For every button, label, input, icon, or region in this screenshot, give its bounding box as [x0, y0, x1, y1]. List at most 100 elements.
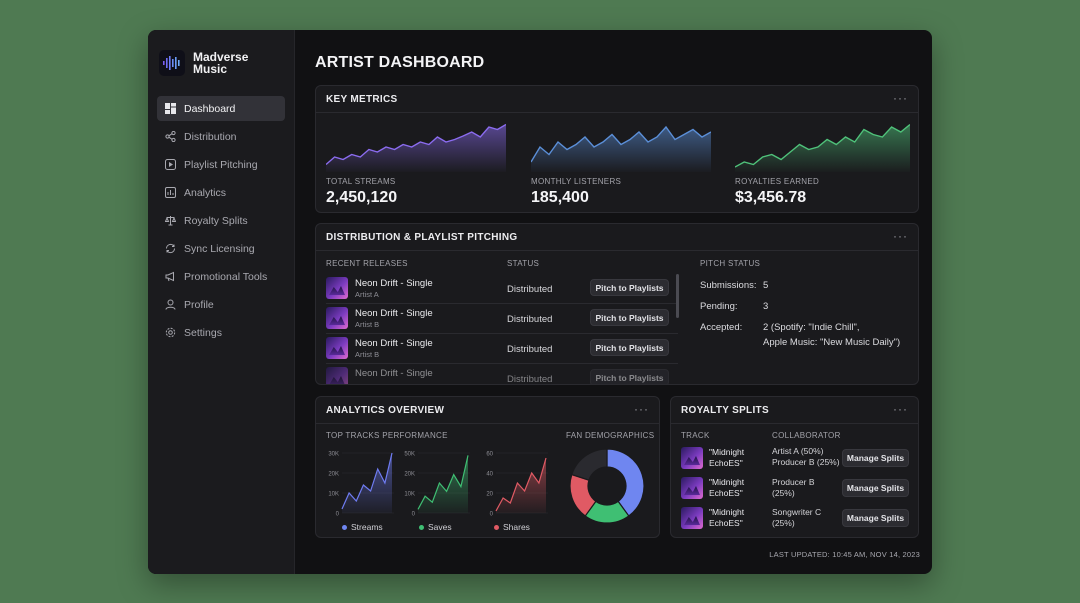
sidebar: Madverse Music Dashboard Distribution Pl… [148, 30, 295, 574]
sparkline-area [531, 127, 711, 172]
metric-value: $3,456.78 [735, 189, 807, 206]
legend-shares: Shares [494, 522, 530, 532]
donut-slice [571, 448, 608, 481]
sidebar-item-label: Sync Licensing [184, 242, 255, 255]
legend-label: Shares [503, 522, 530, 532]
y-tick-label: 60 [486, 452, 493, 458]
manage-splits-button[interactable]: Manage Splits [842, 449, 909, 467]
pitch-status-title: PITCH STATUS [700, 259, 761, 268]
album-art [326, 307, 348, 329]
release-row: Neon Drift - Single Distributed Pitch to… [326, 364, 678, 385]
pitch-to-playlists-button[interactable]: Pitch to Playlists [590, 339, 669, 356]
scale-icon [165, 215, 176, 226]
scrollbar[interactable] [676, 274, 679, 318]
track-name: "Midnight EchoES" [709, 507, 744, 529]
brand[interactable]: Madverse Music [157, 50, 285, 76]
sparkline-area [735, 124, 910, 172]
last-updated: LAST UPDATED: 10:45 AM, NOV 14, 2023 [769, 550, 920, 559]
sparkline-line [735, 123, 910, 168]
track-line: EchoES" [709, 518, 743, 528]
y-tick-label: 10K [328, 492, 339, 498]
series-area [418, 455, 468, 513]
listeners-sparkline [531, 125, 711, 172]
track-line: EchoES" [709, 458, 743, 468]
release-row: Neon Drift - Single Artist A Distributed… [326, 274, 678, 304]
accepted-value: Apple Music: "New Music Daily") [763, 337, 901, 348]
donut-slice [606, 448, 645, 517]
divider [316, 423, 659, 424]
card-title: ROYALTY SPLITS [681, 405, 769, 416]
release-name: Neon Drift - Single [355, 368, 433, 379]
sidebar-item-label: Playlist Pitching [184, 158, 258, 171]
sidebar-item-label: Dashboard [184, 102, 236, 115]
release-status: Distributed [507, 374, 553, 385]
sidebar-item-dashboard[interactable]: Dashboard [157, 96, 285, 121]
sidebar-item-playlist-pitching[interactable]: Playlist Pitching [157, 152, 285, 177]
album-art [681, 507, 703, 529]
collab-line: (25%) [772, 488, 795, 498]
sidebar-item-sync-licensing[interactable]: Sync Licensing [157, 236, 285, 261]
logo-icon [159, 50, 185, 76]
track-line: EchoES" [709, 488, 743, 498]
metric-value: 2,450,120 [326, 189, 398, 206]
column-header: TRACK [681, 431, 710, 440]
sidebar-item-promotional-tools[interactable]: Promotional Tools [157, 264, 285, 289]
track-line: "Midnight [709, 477, 745, 487]
dashboard-icon [165, 103, 176, 114]
legend-saves: Saves [419, 522, 452, 532]
user-icon [165, 299, 176, 310]
sidebar-item-royalty-splits[interactable]: Royalty Splits [157, 208, 285, 233]
bar-chart-icon [165, 187, 176, 198]
release-name: Neon Drift - Single [355, 278, 433, 289]
y-tick-label: 0 [412, 512, 416, 518]
release-artist: Artist A [355, 290, 379, 299]
album-art [681, 447, 703, 469]
release-status: Distributed [507, 344, 553, 355]
pitch-to-playlists-button[interactable]: Pitch to Playlists [590, 309, 669, 326]
main-content: ARTIST DASHBOARD KEY METRICS ··· TOTAL S… [295, 30, 932, 574]
divider [316, 250, 918, 251]
submissions-value: 5 [763, 280, 769, 291]
release-name: Neon Drift - Single [355, 338, 433, 349]
manage-splits-button[interactable]: Manage Splits [842, 509, 909, 527]
release-row: Neon Drift - Single Artist B Distributed… [326, 334, 678, 364]
sidebar-item-profile[interactable]: Profile [157, 292, 285, 317]
more-options-icon[interactable]: ··· [893, 402, 908, 416]
sidebar-item-label: Royalty Splits [184, 214, 248, 227]
more-options-icon[interactable]: ··· [893, 229, 908, 243]
more-options-icon[interactable]: ··· [893, 91, 908, 105]
card-title: DISTRIBUTION & PLAYLIST PITCHING [326, 232, 518, 243]
sidebar-item-distribution[interactable]: Distribution [157, 124, 285, 149]
shares-chart: 60 40 20 0 [486, 452, 548, 518]
more-options-icon[interactable]: ··· [634, 402, 649, 416]
royalty-splits-card: ROYALTY SPLITS ··· TRACK COLLABORATOR "M… [670, 396, 919, 538]
manage-splits-button[interactable]: Manage Splits [842, 479, 909, 497]
pitch-to-playlists-button[interactable]: Pitch to Playlists [590, 279, 669, 296]
key-metrics-card: KEY METRICS ··· TOTAL STREAMS 2,450,120 … [315, 85, 919, 213]
streams-sparkline [326, 123, 506, 172]
y-tick-label: 0 [336, 512, 340, 518]
divider [316, 112, 918, 113]
track-name: "Midnight EchoES" [709, 447, 744, 469]
divider [671, 423, 918, 424]
collab-line: Songwriter C [772, 507, 822, 517]
pitch-to-playlists-button[interactable]: Pitch to Playlists [590, 369, 669, 384]
sidebar-item-settings[interactable]: Settings [157, 320, 285, 345]
y-tick-label: 20K [404, 472, 415, 478]
streams-chart: 30K 20K 10K 0 [328, 452, 394, 518]
track-line: "Midnight [709, 507, 745, 517]
release-artist: Artist B [355, 350, 380, 359]
track-name: "Midnight EchoES" [709, 477, 744, 499]
fan-demographics-donut [569, 448, 645, 524]
app-window: Madverse Music Dashboard Distribution Pl… [148, 30, 932, 574]
column-header: STATUS [507, 259, 540, 268]
sidebar-item-label: Promotional Tools [184, 270, 268, 283]
y-tick-label: 20 [486, 492, 493, 498]
collab-line: (25%) [772, 518, 795, 528]
pending-value: 3 [763, 301, 769, 312]
gear-icon [165, 327, 176, 338]
track-line: "Midnight [709, 447, 745, 457]
saves-chart: 50K 20K 10K 0 [404, 452, 470, 518]
sidebar-item-label: Settings [184, 326, 222, 339]
sidebar-item-analytics[interactable]: Analytics [157, 180, 285, 205]
